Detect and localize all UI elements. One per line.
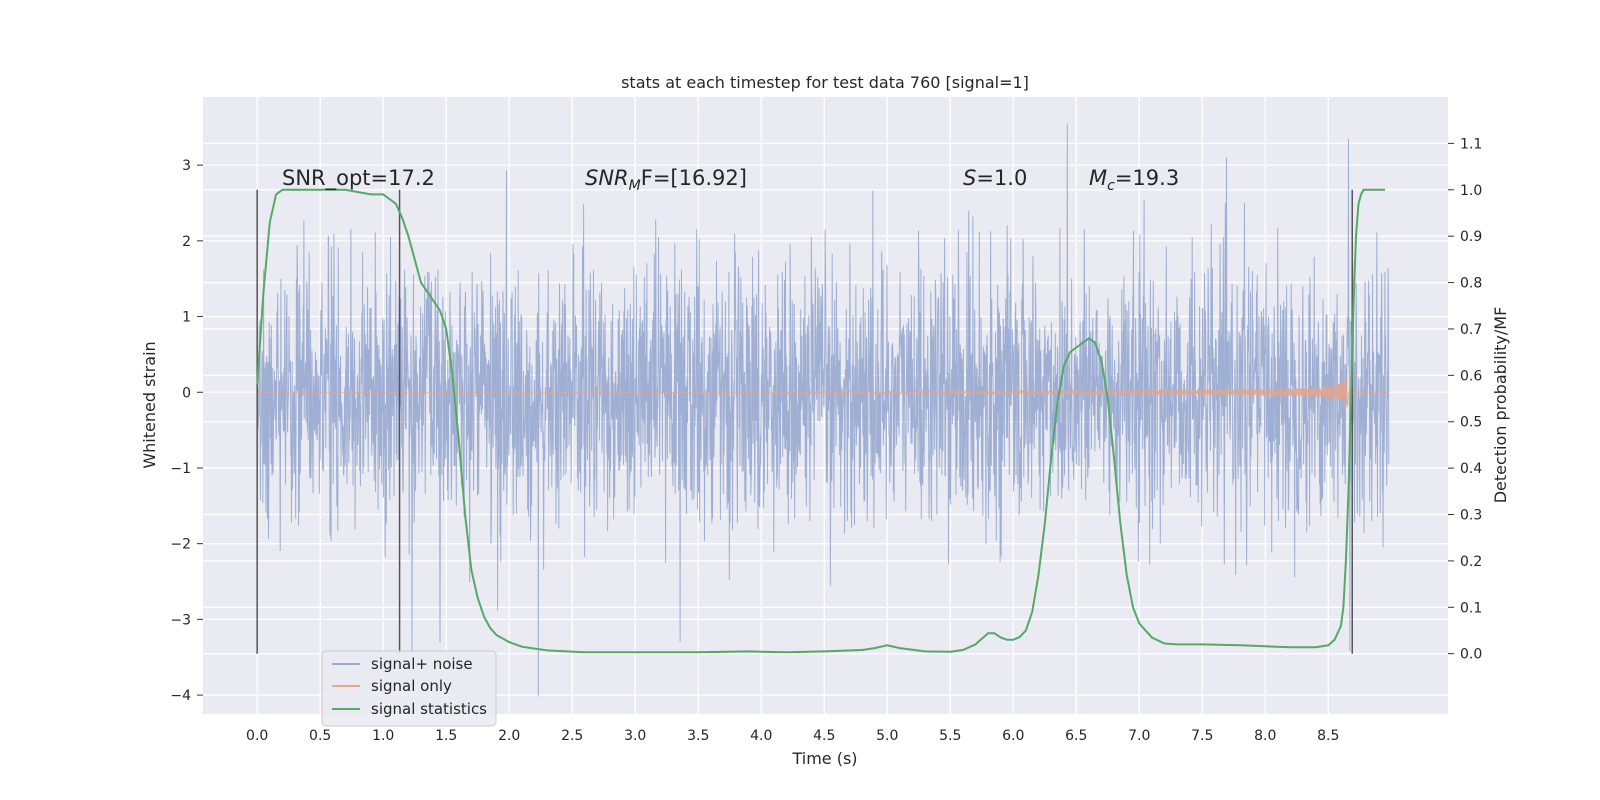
y2-axis-ticks: 0.0 0.1 0.2 0.3 0.4 0.5 0.6 0.7 0.8 0.9 1.0 1.1 (1448, 136, 1482, 663)
annotation-mc-label: M (1089, 166, 1107, 190)
x-tick-label-6: 3.0 (624, 728, 646, 744)
annotation-snr-mf: SNRMF=[16.92] (585, 166, 747, 194)
x-tick-label-11: 5.5 (939, 728, 961, 744)
y-axis-label: Whitened strain (140, 341, 159, 468)
annotation-s: S=1.0 (963, 166, 1027, 190)
legend-label-signal-only: signal only (371, 677, 452, 695)
x-tick-label-17: 8.5 (1317, 728, 1339, 744)
y2-tick-label-9: 0.9 (1460, 229, 1482, 245)
chart-title: stats at each timestep for test data 760… (621, 73, 1029, 92)
signal-statistics-line (256, 188, 1385, 654)
y2-tick-label-4: 0.4 (1460, 461, 1482, 477)
x-tick-label-13: 6.5 (1065, 728, 1087, 744)
y-tick-label-3: −1 (170, 461, 191, 477)
y2-tick-label-2: 0.2 (1460, 554, 1482, 570)
x-tick-label-15: 7.5 (1191, 728, 1213, 744)
x-tick-label-4: 2.0 (498, 728, 520, 744)
y2-tick-label-3: 0.3 (1460, 508, 1482, 524)
x-tick-label-12: 6.0 (1002, 728, 1024, 744)
signal-series (257, 357, 1389, 423)
y2-tick-label-7: 0.7 (1460, 322, 1482, 338)
legend-box (321, 650, 497, 727)
y2-tick-label-5: 0.5 (1460, 415, 1482, 431)
annotation-mc: Mc=19.3 (1089, 166, 1179, 194)
annotation-snr-mf-rest: F=[16.92] (641, 166, 747, 190)
signal-only-line (257, 357, 1389, 423)
y-tick-label-2: −2 (170, 537, 191, 553)
noise-series (256, 123, 1390, 697)
y2-tick-label-1: 0.1 (1460, 600, 1482, 616)
annotation-mc-value: =19.3 (1115, 166, 1179, 190)
x-axis-ticks: 0.0 0.5 1.0 1.5 2.0 2.5 3.0 3.5 4.0 4.5 5.0 5.5 6.0 6… (246, 728, 1339, 744)
legend: signal+ noise signal only signal statist… (321, 650, 497, 727)
x-tick-label-5: 2.5 (561, 728, 583, 744)
annotation-s-label: S (963, 166, 976, 190)
annotation-snr-mf-sub: M (629, 178, 641, 194)
vertical-markers (256, 189, 1353, 654)
legend-label-signal-noise: signal+ noise (371, 655, 473, 673)
legend-label-signal-statistics: signal statistics (371, 700, 487, 718)
x-tick-label-3: 1.5 (435, 728, 457, 744)
annotation-snr-opt: SNR_opt=17.2 (282, 166, 435, 191)
y-axis-ticks: −4 −3 −2 −1 0 1 2 3 (170, 158, 203, 704)
x-tick-label-10: 5.0 (876, 728, 898, 744)
x-tick-label-9: 4.5 (813, 728, 835, 744)
x-tick-label-1: 0.5 (309, 728, 331, 744)
y-tick-label-5: 1 (182, 310, 191, 326)
x-tick-label-8: 4.0 (750, 728, 772, 744)
y2-tick-label-11: 1.1 (1460, 136, 1482, 152)
annotation-s-value: =1.0 (976, 166, 1027, 190)
annotation-mc-sub: c (1107, 178, 1115, 194)
y2-tick-label-10: 1.0 (1460, 183, 1482, 199)
x-tick-label-16: 8.0 (1254, 728, 1276, 744)
x-tick-label-0: 0.0 (246, 728, 268, 744)
y-tick-label-6: 2 (182, 234, 191, 250)
statistics-series (256, 188, 1385, 654)
signal-noise-line (256, 123, 1390, 697)
annotation-snr-mf-main: SNR (585, 166, 629, 190)
y-tick-label-4: 0 (182, 385, 191, 401)
y-tick-label-7: 3 (182, 158, 191, 174)
x-tick-label-7: 3.5 (687, 728, 709, 744)
y2-tick-label-0: 0.0 (1460, 647, 1482, 663)
y2-tick-label-8: 0.8 (1460, 276, 1482, 292)
y-tick-label-0: −4 (170, 688, 191, 704)
x-tick-label-2: 1.0 (372, 728, 394, 744)
y2-tick-label-6: 0.6 (1460, 368, 1482, 384)
y-tick-label-1: −3 (170, 612, 191, 628)
x-axis-label: Time (s) (791, 749, 857, 768)
x-tick-label-14: 7.0 (1128, 728, 1150, 744)
y2-axis-label: Detection probability/MF (1491, 307, 1510, 504)
